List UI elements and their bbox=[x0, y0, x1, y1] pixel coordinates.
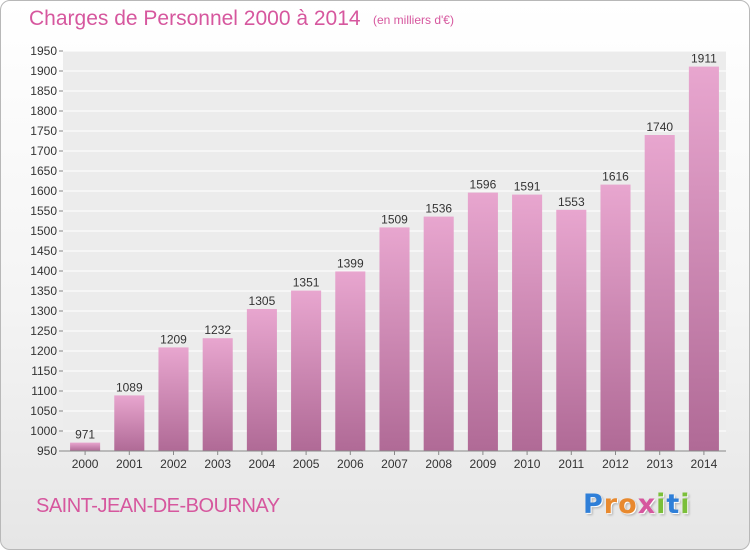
bar-2013 bbox=[644, 135, 675, 451]
x-tick-label-2008: 2008 bbox=[425, 457, 452, 471]
y-tick-label: 1850 bbox=[30, 84, 57, 98]
data-label-2010: 1591 bbox=[514, 180, 541, 194]
data-label-2009: 1596 bbox=[470, 178, 497, 192]
chart-unit: (en milliers d'€) bbox=[373, 13, 454, 27]
logo-letter: P bbox=[583, 489, 604, 520]
data-label-2005: 1351 bbox=[293, 276, 320, 290]
y-tick-label: 1250 bbox=[30, 324, 57, 338]
x-tick-label-2007: 2007 bbox=[381, 457, 408, 471]
bar-2010 bbox=[512, 194, 543, 451]
x-axis-ticks: 2000 2001 2002 2003 2004 2005 2006 2007 2008 2009… bbox=[72, 451, 718, 471]
bar-2002 bbox=[158, 347, 189, 451]
x-tick-label-2006: 2006 bbox=[337, 457, 364, 471]
bar-2007 bbox=[379, 227, 410, 451]
x-tick-label-2000: 2000 bbox=[72, 457, 99, 471]
data-label-2013: 1740 bbox=[646, 120, 673, 134]
data-label-2006: 1399 bbox=[337, 256, 364, 270]
y-tick-label: 1800 bbox=[30, 104, 57, 118]
y-tick-label: 1350 bbox=[30, 284, 57, 298]
data-label-2014: 1911 bbox=[691, 52, 717, 66]
y-tick-label: 1100 bbox=[31, 384, 57, 398]
logo-letter: r bbox=[603, 489, 619, 520]
y-tick-label: 1900 bbox=[30, 64, 57, 78]
y-tick-label: 1000 bbox=[30, 424, 57, 438]
proxiti-logo[interactable]: Proxiti bbox=[583, 489, 691, 520]
x-tick-label-2012: 2012 bbox=[602, 457, 629, 471]
x-tick-label-2011: 2011 bbox=[558, 457, 584, 471]
data-label-2011: 1553 bbox=[558, 195, 585, 209]
data-label-2012: 1616 bbox=[602, 170, 629, 184]
x-tick-label-2009: 2009 bbox=[470, 457, 497, 471]
bar-2006 bbox=[335, 271, 366, 451]
chart-title: Charges de Personnel 2000 à 2014 bbox=[29, 7, 361, 30]
x-tick-label-2001: 2001 bbox=[116, 457, 143, 471]
bar-2001 bbox=[114, 395, 145, 451]
data-label-2001: 1089 bbox=[116, 380, 143, 394]
y-tick-label: 1950 bbox=[30, 44, 57, 58]
logo-letter: t bbox=[666, 489, 681, 520]
bar-2011 bbox=[556, 209, 587, 451]
bar-2000 bbox=[70, 442, 101, 451]
bar-2014 bbox=[688, 66, 719, 451]
y-tick-label: 1650 bbox=[30, 164, 57, 178]
bars bbox=[70, 66, 719, 451]
x-tick-label-2010: 2010 bbox=[514, 457, 541, 471]
bar-2004 bbox=[246, 309, 277, 451]
x-tick-label-2003: 2003 bbox=[204, 457, 231, 471]
y-axis-ticks: 950 1000 1050 1100 1150 1200 1250 1300 1350 1400 1… bbox=[30, 44, 63, 458]
y-tick-label: 1450 bbox=[30, 244, 57, 258]
commune-name: SAINT-JEAN-DE-BOURNAY bbox=[36, 495, 280, 517]
data-label-2000: 971 bbox=[75, 428, 95, 442]
y-tick-label: 1200 bbox=[30, 344, 57, 358]
y-tick-label: 1750 bbox=[30, 124, 57, 138]
logo-letter: o bbox=[618, 489, 638, 520]
bar-2008 bbox=[423, 216, 454, 451]
x-tick-label-2005: 2005 bbox=[293, 457, 320, 471]
x-tick-label-2004: 2004 bbox=[249, 457, 276, 471]
y-tick-label: 1600 bbox=[30, 184, 57, 198]
data-label-2008: 1536 bbox=[425, 202, 452, 216]
data-label-2003: 1232 bbox=[204, 323, 231, 337]
data-labels: 971 1089 1209 1232 1305 1351 1399 1509 1536 1596 1… bbox=[75, 52, 717, 442]
logo-letter: x bbox=[637, 489, 657, 520]
y-tick-label: 1300 bbox=[30, 304, 57, 318]
y-tick-label: 1550 bbox=[30, 204, 57, 218]
bar-2012 bbox=[600, 184, 631, 451]
y-tick-label: 1400 bbox=[30, 264, 57, 278]
y-tick-label: 1700 bbox=[30, 144, 57, 158]
data-label-2004: 1305 bbox=[249, 294, 276, 308]
y-tick-label: 950 bbox=[37, 444, 57, 458]
x-tick-label-2002: 2002 bbox=[160, 457, 187, 471]
y-tick-label: 1500 bbox=[30, 224, 57, 238]
bar-2003 bbox=[202, 338, 233, 451]
bar-2005 bbox=[291, 290, 322, 451]
data-label-2002: 1209 bbox=[160, 332, 187, 346]
logo-letter: i bbox=[680, 489, 691, 520]
x-tick-label-2014: 2014 bbox=[691, 457, 718, 471]
x-tick-label-2013: 2013 bbox=[646, 457, 673, 471]
logo-letter: i bbox=[656, 489, 667, 520]
data-label-2007: 1509 bbox=[381, 212, 408, 226]
y-tick-label: 1050 bbox=[30, 404, 57, 418]
y-tick-label: 1150 bbox=[31, 364, 57, 378]
bar-2009 bbox=[467, 192, 498, 451]
